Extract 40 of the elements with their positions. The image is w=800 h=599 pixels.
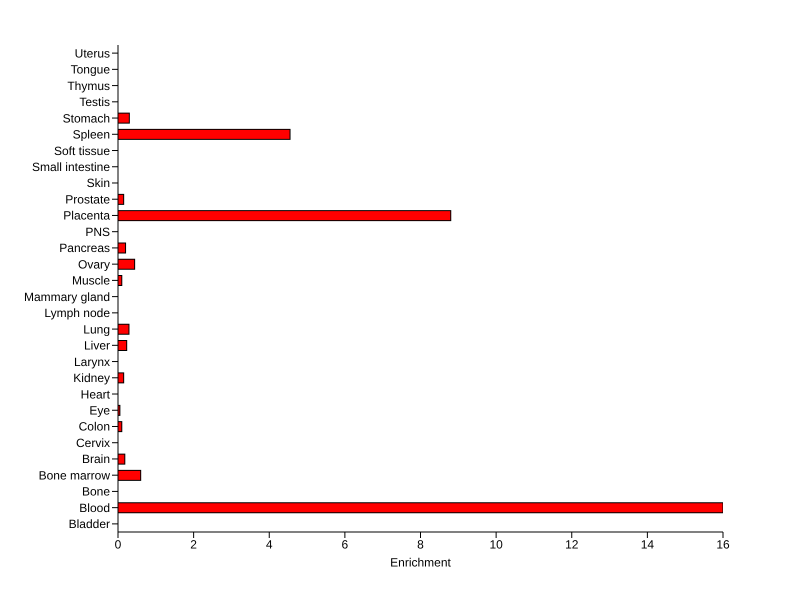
x-tick-label: 0 <box>114 538 122 552</box>
x-tick-label: 4 <box>266 538 273 552</box>
y-tick-label: Eye <box>89 404 110 418</box>
y-tick-label: Spleen <box>72 128 110 142</box>
y-tick-label: Testis <box>79 95 110 110</box>
y-tick-label: Kidney <box>73 371 110 386</box>
y-tick-label: Mammary gland <box>24 290 110 304</box>
y-tick-label: Brain <box>82 452 110 466</box>
y-tick-label: Bladder <box>68 517 110 532</box>
y-tick-label: Colon <box>78 420 110 434</box>
y-tick-label: Small intestine <box>32 160 110 174</box>
y-tick-label: Pancreas <box>59 241 110 256</box>
y-tick-label: Heart <box>80 387 111 402</box>
y-tick-label: Bone <box>82 484 110 499</box>
x-tick-label: 10 <box>489 538 504 552</box>
x-tick-label: 16 <box>716 538 730 552</box>
y-tick-label: Tongue <box>70 62 110 77</box>
y-tick-label: Soft tissue <box>54 144 110 158</box>
x-tick-label: 8 <box>417 538 424 552</box>
y-tick-label: Lung <box>83 322 110 336</box>
y-tick-label: Ovary <box>78 257 110 272</box>
x-tick-label: 2 <box>190 538 198 552</box>
y-tick-label: Prostate <box>65 192 110 206</box>
x-tick-label: 12 <box>565 538 579 552</box>
y-tick-label: Thymus <box>67 78 110 93</box>
y-tick-label: Cervix <box>76 436 110 450</box>
y-tick-label: PNS <box>85 224 110 239</box>
y-tick-label: Blood <box>79 500 110 515</box>
y-tick-label: Bone marrow <box>38 468 110 482</box>
y-tick-label: Liver <box>84 338 110 353</box>
y-tick-label: Skin <box>86 176 110 190</box>
y-tick-label: Uterus <box>74 46 110 60</box>
x-tick-label: 14 <box>640 538 654 552</box>
y-tick-label: Larynx <box>74 354 110 369</box>
y-tick-label: Stomach <box>62 111 110 126</box>
x-tick-label: 6 <box>342 538 349 552</box>
y-tick-label: Placenta <box>63 208 110 223</box>
x-axis-title: Enrichment <box>390 556 452 570</box>
y-tick-label: Lymph node <box>44 306 110 320</box>
y-tick-label: Muscle <box>72 274 110 288</box>
